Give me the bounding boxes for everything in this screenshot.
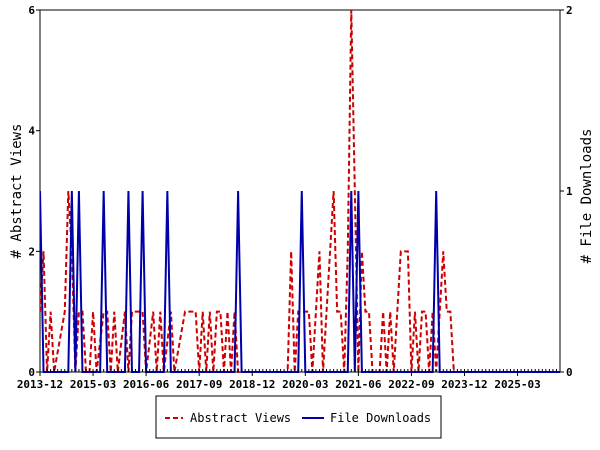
x-tick-label: 2015-03 <box>70 378 116 391</box>
y-right-ticks: 0 1 2 <box>560 4 573 379</box>
legend-label-abstract-views: Abstract Views <box>190 411 291 425</box>
x-tick-label: 2023-12 <box>441 378 487 391</box>
y-left-tick-label: 2 <box>28 245 35 258</box>
y-left-tick-label: 6 <box>28 4 35 17</box>
y-right-tick-label: 0 <box>566 366 573 379</box>
x-tick-label: 2013-12 <box>17 378 63 391</box>
y-left-tick-label: 4 <box>28 125 35 138</box>
x-tick-label: 2017-09 <box>176 378 222 391</box>
x-tick-label: 2020-03 <box>282 378 328 391</box>
legend: Abstract Views File Downloads <box>155 395 442 439</box>
x-ticks: 2013-12 2015-03 2016-06 2017-09 2018-12 2020-… <box>17 372 541 391</box>
legend-box <box>155 395 442 439</box>
y-right-tick-label: 2 <box>566 4 573 17</box>
x-tick-label: 2022-09 <box>388 378 434 391</box>
x-tick-label: 2018-12 <box>229 378 275 391</box>
y-right-tick-label: 1 <box>566 185 573 198</box>
y-right-axis-title: # File Downloads <box>579 129 595 264</box>
y-left-ticks: 0 2 4 6 <box>28 4 40 379</box>
x-tick-label: 2016-06 <box>123 378 170 391</box>
x-minor-ticks <box>39 369 561 372</box>
legend-label-file-downloads: File Downloads <box>330 411 431 425</box>
x-tick-label: 2021-06 <box>335 378 382 391</box>
x-tick-label: 2025-03 <box>494 378 540 391</box>
y-left-axis-title: # Abstract Views <box>9 124 25 259</box>
y-left-tick-label: 0 <box>28 366 35 379</box>
